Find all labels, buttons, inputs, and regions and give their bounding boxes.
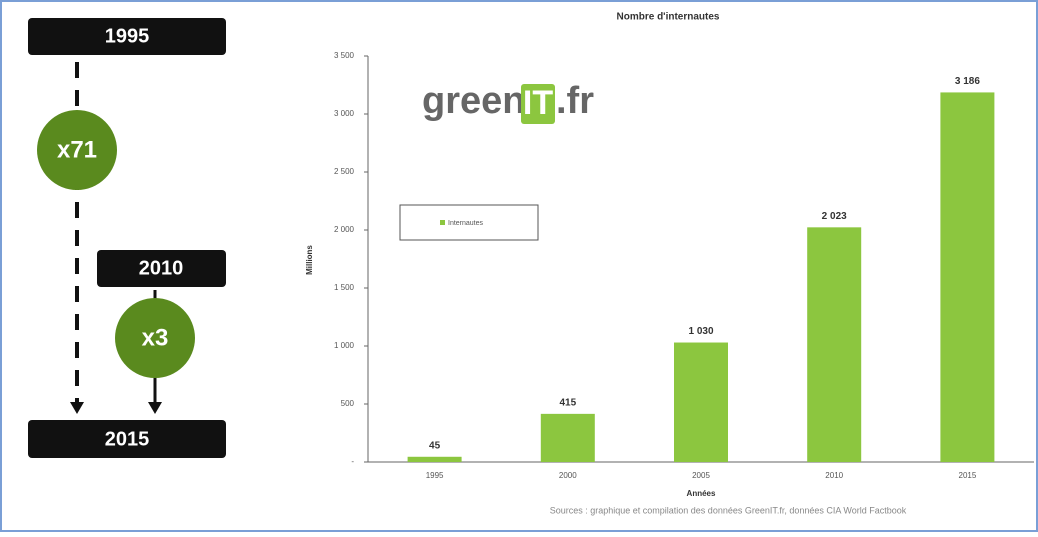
bar	[807, 227, 862, 462]
arrow-head	[148, 402, 162, 414]
logo: green IT .fr	[422, 80, 594, 124]
y-tick-label: 1 000	[334, 341, 355, 350]
x-tick-label: 2015	[959, 471, 977, 480]
bar	[407, 456, 462, 462]
y-tick-label: 1 500	[334, 283, 355, 292]
bar	[940, 92, 995, 462]
infographic: 1995 2010 2015 x71 x3	[28, 18, 226, 458]
x-axis-label: Années	[687, 489, 716, 498]
value-label: 2 023	[822, 211, 847, 222]
bar	[674, 342, 728, 462]
chart-title: Nombre d'internautes	[617, 12, 720, 23]
arrow-head	[70, 402, 84, 414]
y-tick-label: 500	[341, 399, 355, 408]
value-label: 1 030	[688, 326, 713, 337]
factor-label: x3	[142, 324, 169, 351]
x-tick-label: 2005	[692, 471, 710, 480]
year-box	[28, 420, 226, 458]
value-label: 3 186	[955, 76, 980, 87]
year-label: 2015	[105, 428, 150, 450]
year-box	[28, 18, 226, 55]
factor-label: x71	[57, 136, 97, 163]
legend-label: Internautes	[448, 220, 484, 227]
y-tick-label: -	[351, 457, 354, 466]
factor-circle	[115, 298, 195, 378]
y-axis-label: Millions	[305, 245, 314, 275]
logo-text: green	[422, 80, 525, 122]
year-label: 2010	[139, 257, 184, 279]
year-label: 1995	[105, 25, 150, 47]
logo-text: IT	[523, 84, 553, 122]
y-tick-label: 3 000	[334, 109, 355, 118]
logo-text: .fr	[556, 80, 594, 122]
value-label: 415	[559, 398, 576, 409]
y-tick-label: 2 000	[334, 225, 355, 234]
source: Sources : graphique et compilation des d…	[550, 505, 907, 515]
y-tick-label: 3 500	[334, 51, 355, 60]
legend-swatch	[440, 220, 445, 225]
legend	[399, 204, 539, 241]
factor-circle	[37, 110, 117, 190]
x-tick-label: 2010	[825, 471, 843, 480]
x-tick-label: 2000	[559, 471, 577, 480]
value-label: 45	[429, 440, 441, 451]
bar	[540, 413, 595, 462]
logo-box	[521, 84, 555, 124]
year-box	[97, 250, 226, 287]
y-tick-label: 2 500	[334, 167, 355, 176]
x-tick-label: 1995	[426, 471, 444, 480]
